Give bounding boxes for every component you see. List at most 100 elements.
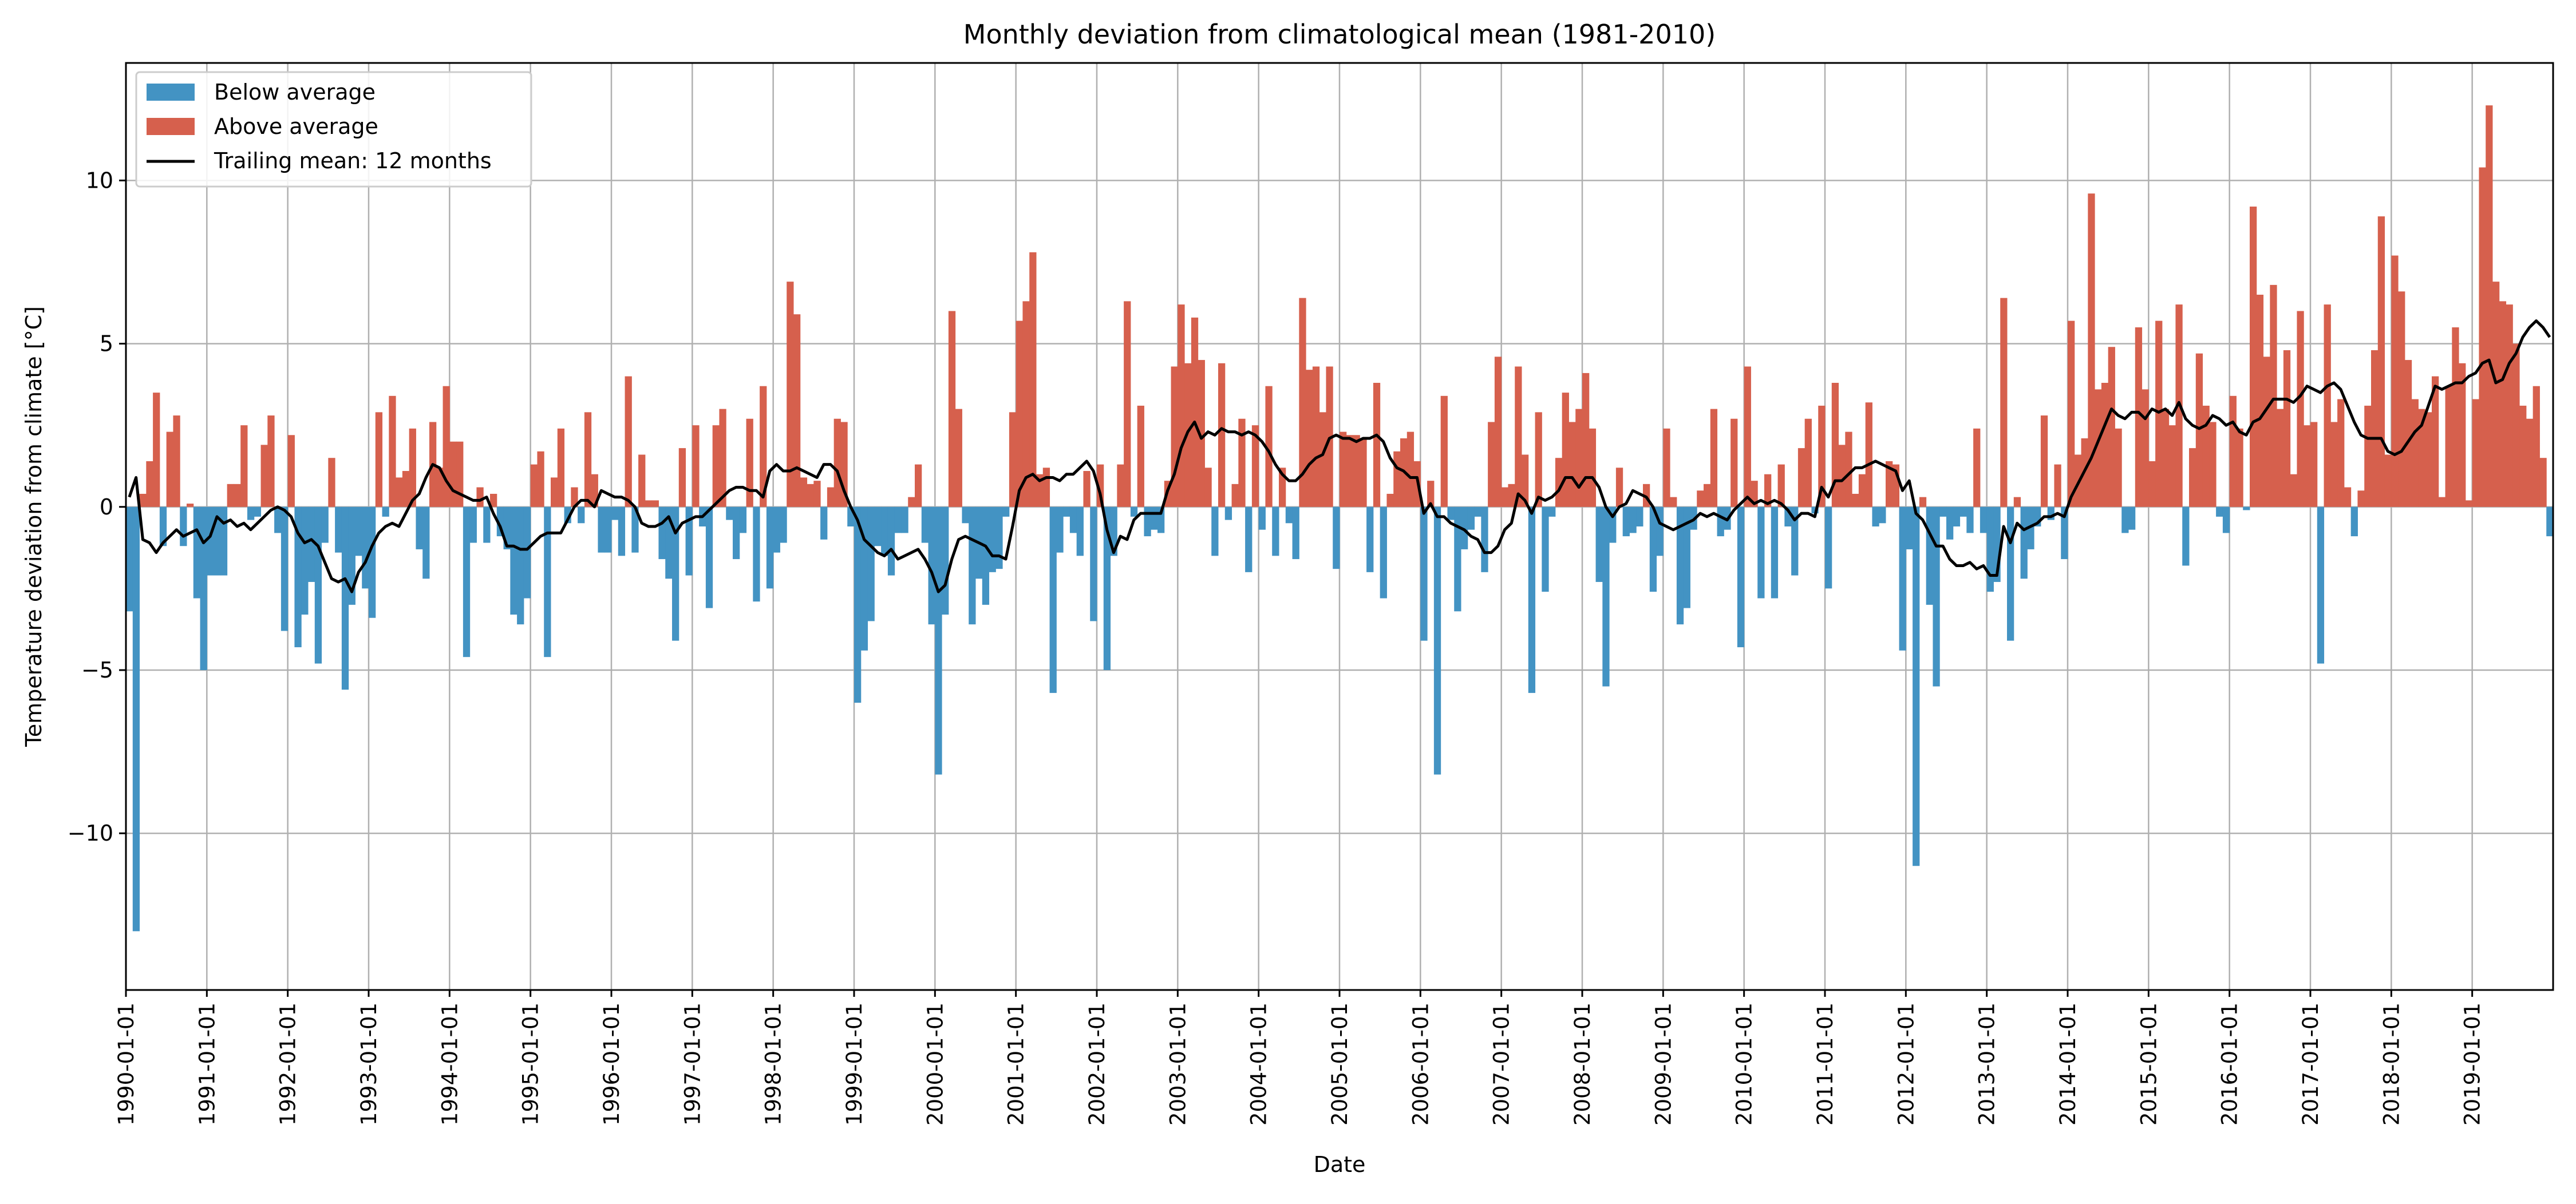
bar [760, 386, 767, 507]
bar [2142, 389, 2149, 507]
bar [2384, 454, 2392, 507]
x-tick-label: 2015-01-01 [2136, 1003, 2161, 1126]
bar [159, 506, 167, 546]
bar [1393, 451, 1401, 507]
bar [833, 418, 841, 507]
bar [442, 386, 450, 507]
bar [1919, 497, 1927, 507]
x-tick-label: 2018-01-01 [2379, 1003, 2404, 1126]
bar [2344, 487, 2352, 507]
bar [2195, 353, 2203, 507]
bar [948, 311, 956, 507]
bar [618, 506, 626, 556]
bar [1245, 506, 1253, 572]
x-tick-label: 1993-01-01 [357, 1003, 381, 1126]
x-tick-label: 2014-01-01 [2056, 1003, 2080, 1126]
bar [153, 393, 160, 507]
bar [787, 282, 794, 507]
legend-box [135, 71, 532, 188]
bar [894, 506, 902, 533]
bar [766, 506, 774, 589]
bar [719, 409, 726, 507]
bar [2304, 425, 2311, 507]
bar [1737, 506, 1745, 648]
bar [2425, 412, 2432, 507]
bar [321, 506, 329, 543]
bar [187, 504, 194, 507]
bar [1420, 506, 1428, 641]
bar [995, 506, 1003, 569]
bar [571, 487, 578, 507]
x-tick-label: 1990-01-01 [114, 1003, 139, 1126]
bar [314, 506, 322, 664]
bar [631, 506, 639, 553]
bar [2209, 422, 2217, 507]
bar [1218, 363, 1226, 507]
bar [1049, 506, 1057, 693]
bar [1090, 506, 1097, 621]
bar [1265, 386, 1273, 507]
bar [1319, 412, 1326, 507]
bar [928, 506, 935, 625]
bar [2020, 506, 2028, 579]
bar [1501, 487, 1508, 507]
bar [2013, 497, 2021, 507]
bar [2438, 497, 2446, 507]
bar [200, 506, 207, 670]
bar [2162, 409, 2170, 507]
bar [2088, 193, 2095, 507]
bar [739, 506, 747, 533]
bar [2357, 490, 2365, 507]
y-tick-label: 10 [86, 168, 113, 193]
bar [1825, 506, 1832, 589]
bar [1804, 418, 1812, 507]
bar [2290, 474, 2297, 507]
bar [1083, 471, 1091, 507]
bar [1717, 506, 1724, 537]
bar [887, 506, 895, 576]
bar [2479, 167, 2486, 507]
bar [753, 506, 760, 602]
bar [335, 506, 342, 553]
bar [234, 484, 241, 507]
bar [510, 506, 517, 615]
bar [2330, 422, 2338, 507]
bar [341, 506, 349, 690]
bar [1151, 506, 1158, 530]
y-tick-label: 0 [100, 494, 113, 520]
x-tick-label: 2017-01-01 [2298, 1003, 2323, 1126]
legend-label-above: Above average [214, 114, 378, 139]
bar [726, 506, 733, 520]
bar [126, 506, 133, 612]
bar [1211, 506, 1219, 556]
bar [274, 506, 282, 533]
legend-label-below: Below average [214, 80, 376, 105]
bar [389, 395, 396, 507]
bar [1427, 481, 1435, 507]
bar [2445, 386, 2452, 507]
legend: Below average Above average Trailing mea… [135, 71, 532, 188]
bar [1757, 506, 1765, 599]
bar [416, 506, 423, 549]
bar [1575, 409, 1583, 507]
bar [2148, 461, 2156, 507]
bar [2364, 405, 2372, 507]
bar [625, 376, 632, 507]
bar [1515, 366, 1522, 507]
bar [1474, 506, 1481, 517]
bar [193, 506, 201, 599]
x-tick-label: 2009-01-01 [1651, 1003, 1676, 1126]
chart-title: Monthly deviation from climatological me… [963, 19, 1716, 50]
bar [517, 506, 524, 625]
bar [2216, 506, 2223, 517]
bar [1488, 422, 1495, 507]
bar [1872, 506, 1879, 526]
bar [1124, 301, 1131, 507]
bar [1036, 474, 1044, 507]
bar [1568, 422, 1576, 507]
bar [1022, 301, 1030, 507]
bar [267, 415, 275, 507]
bar [1238, 418, 1246, 507]
bar [1522, 454, 1529, 507]
bar [1467, 506, 1475, 530]
